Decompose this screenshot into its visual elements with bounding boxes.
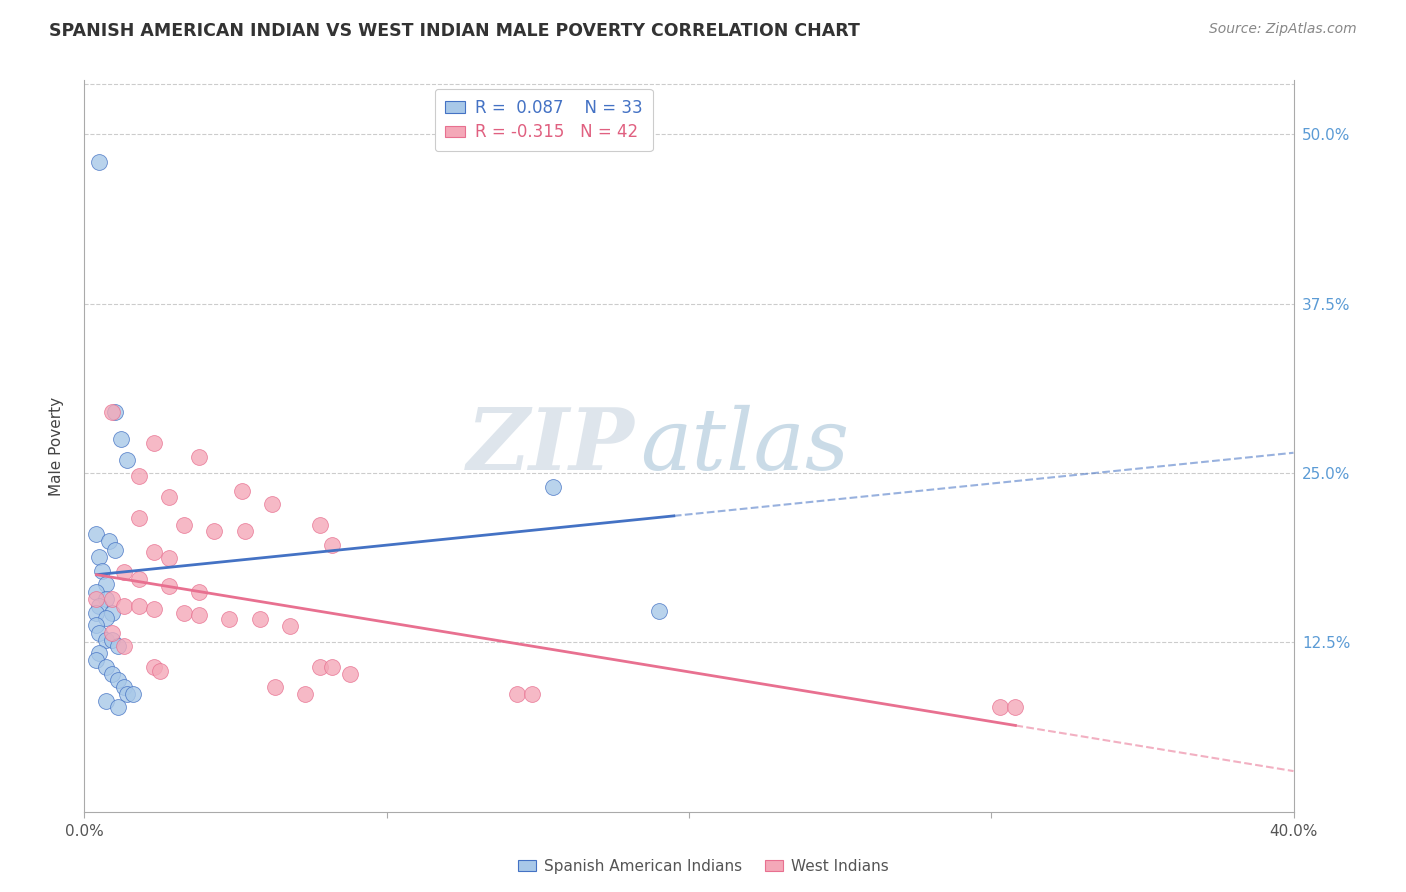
Point: [89, 550, 111, 565]
Y-axis label: Male Poverty: Male Poverty: [49, 396, 63, 496]
Point: [89, 154, 111, 169]
Point: [128, 572, 150, 586]
Point: [112, 565, 135, 579]
Point: [107, 640, 129, 654]
Point: [121, 687, 143, 701]
Point: [218, 612, 240, 626]
Point: [541, 480, 564, 494]
Point: [309, 660, 332, 674]
Point: [128, 599, 150, 613]
Point: [115, 687, 138, 701]
Point: [1004, 700, 1026, 714]
Point: [104, 405, 127, 419]
Point: [188, 585, 211, 599]
Point: [321, 660, 343, 674]
Point: [97, 533, 120, 548]
Point: [157, 491, 180, 505]
Legend: R =  0.087    N = 33, R = -0.315   N = 42: R = 0.087 N = 33, R = -0.315 N = 42: [434, 88, 652, 152]
Point: [89, 646, 111, 660]
Point: [249, 612, 271, 626]
Point: [188, 608, 211, 623]
Point: [112, 640, 135, 654]
Point: [142, 544, 165, 558]
Point: [100, 626, 122, 640]
Point: [86, 585, 108, 599]
Point: [505, 687, 527, 701]
Point: [142, 601, 165, 615]
Point: [263, 680, 285, 694]
Point: [321, 538, 343, 552]
Point: [94, 577, 117, 591]
Text: Source: ZipAtlas.com: Source: ZipAtlas.com: [1209, 22, 1357, 37]
Text: SPANISH AMERICAN INDIAN VS WEST INDIAN MALE POVERTY CORRELATION CHART: SPANISH AMERICAN INDIAN VS WEST INDIAN M…: [49, 22, 860, 40]
Text: ZIP: ZIP: [467, 404, 634, 488]
Point: [233, 524, 256, 539]
Point: [94, 592, 117, 607]
Point: [339, 666, 361, 681]
Point: [100, 405, 122, 419]
Point: [112, 599, 135, 613]
Point: [142, 436, 165, 450]
Point: [86, 653, 108, 667]
Point: [988, 700, 1011, 714]
Point: [100, 592, 122, 607]
Point: [86, 527, 108, 541]
Point: [260, 497, 283, 511]
Point: [94, 660, 117, 674]
Point: [202, 524, 225, 539]
Point: [157, 551, 180, 566]
Point: [94, 693, 117, 707]
Point: [149, 664, 172, 678]
Legend: Spanish American Indians, West Indians: Spanish American Indians, West Indians: [512, 853, 894, 880]
Point: [91, 564, 114, 578]
Point: [107, 673, 129, 688]
Point: [86, 606, 108, 620]
Point: [173, 606, 195, 620]
Point: [94, 632, 117, 647]
Point: [89, 599, 111, 613]
Point: [107, 700, 129, 714]
Point: [648, 604, 671, 618]
Point: [309, 517, 332, 532]
Point: [110, 432, 132, 446]
Point: [294, 687, 316, 701]
Point: [128, 468, 150, 483]
Text: atlas: atlas: [641, 405, 849, 487]
Point: [188, 450, 211, 464]
Point: [100, 632, 122, 647]
Point: [104, 543, 127, 558]
Point: [100, 666, 122, 681]
Point: [86, 592, 108, 607]
Point: [86, 617, 108, 632]
Point: [100, 606, 122, 620]
Point: [173, 517, 195, 532]
Point: [115, 452, 138, 467]
Point: [157, 578, 180, 592]
Point: [112, 680, 135, 694]
Point: [142, 660, 165, 674]
Point: [128, 510, 150, 524]
Point: [520, 687, 543, 701]
Point: [94, 611, 117, 625]
Point: [278, 619, 301, 633]
Point: [231, 483, 253, 498]
Point: [89, 626, 111, 640]
